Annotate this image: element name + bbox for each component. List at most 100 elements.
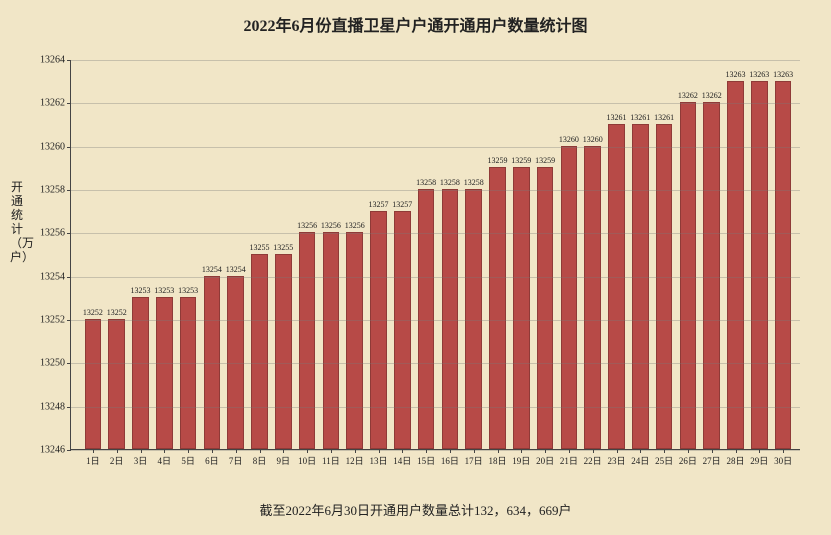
- x-tick-mark: [474, 449, 475, 453]
- bar: 13255: [251, 254, 268, 449]
- bar: 13256: [346, 232, 363, 449]
- bar: 13260: [584, 146, 601, 449]
- bar-value-label: 13256: [297, 221, 317, 230]
- bar-value-label: 13253: [154, 286, 174, 295]
- x-tick-label: 25日: [655, 454, 673, 467]
- bar-rect: [775, 81, 792, 449]
- bar-value-label: 13260: [559, 135, 579, 144]
- x-tick-mark: [545, 449, 546, 453]
- x-tick-mark: [164, 449, 165, 453]
- x-tick-label: 29日: [750, 454, 768, 467]
- bar-value-label: 13253: [178, 286, 198, 295]
- y-tick-mark: [67, 407, 71, 408]
- x-tick-label: 10日: [298, 454, 316, 467]
- x-tick-label: 30日: [774, 454, 792, 467]
- x-tick-label: 11日: [322, 454, 340, 467]
- bar-value-label: 13261: [606, 113, 626, 122]
- y-tick-label: 13252: [40, 315, 65, 326]
- x-tick-mark: [521, 449, 522, 453]
- bar-rect: [370, 211, 387, 449]
- x-tick-label: 8日: [253, 454, 267, 467]
- bar: 13258: [442, 189, 459, 449]
- x-tick-mark: [307, 449, 308, 453]
- x-tick-mark: [426, 449, 427, 453]
- bar-rect: [751, 81, 768, 449]
- grid-line: [71, 233, 800, 234]
- chart-footer: 截至2022年6月30日开通用户数量总计132，634，669户: [0, 500, 831, 519]
- y-tick-mark: [67, 103, 71, 104]
- bar: 13261: [656, 124, 673, 449]
- bar-rect: [418, 189, 435, 449]
- y-tick-label: 13248: [40, 401, 65, 412]
- x-tick-mark: [640, 449, 641, 453]
- bar-rect: [727, 81, 744, 449]
- bar: 13254: [204, 276, 221, 449]
- bar-value-label: 13263: [749, 70, 769, 79]
- y-tick-label: 13260: [40, 141, 65, 152]
- x-tick-label: 5日: [181, 454, 195, 467]
- bar-rect: [227, 276, 244, 449]
- bar-value-label: 13260: [583, 135, 603, 144]
- x-tick-label: 3日: [134, 454, 148, 467]
- bar-value-label: 13254: [226, 265, 246, 274]
- bar-rect: [251, 254, 268, 449]
- x-tick-label: 6日: [205, 454, 219, 467]
- bar: 13256: [299, 232, 316, 449]
- x-tick-mark: [212, 449, 213, 453]
- y-tick-label: 13250: [40, 358, 65, 369]
- x-tick-mark: [593, 449, 594, 453]
- bar: 13260: [561, 146, 578, 449]
- bar-value-label: 13259: [511, 156, 531, 165]
- bar-rect: [561, 146, 578, 449]
- x-tick-mark: [355, 449, 356, 453]
- x-tick-label: 22日: [584, 454, 602, 467]
- bar: 13256: [323, 232, 340, 449]
- x-tick-mark: [141, 449, 142, 453]
- grid-line: [71, 320, 800, 321]
- bar-value-label: 13256: [321, 221, 341, 230]
- bar-rect: [442, 189, 459, 449]
- y-tick-mark: [67, 147, 71, 148]
- bar-rect: [204, 276, 221, 449]
- bar-rect: [299, 232, 316, 449]
- x-tick-mark: [402, 449, 403, 453]
- x-tick-mark: [260, 449, 261, 453]
- bar-rect: [108, 319, 125, 449]
- bar-rect: [85, 319, 102, 449]
- bar: 13261: [608, 124, 625, 449]
- y-tick-label: 13256: [40, 228, 65, 239]
- x-tick-label: 14日: [393, 454, 411, 467]
- bar-value-label: 13258: [464, 178, 484, 187]
- bar-rect: [584, 146, 601, 449]
- grid-line: [71, 277, 800, 278]
- bar-rect: [275, 254, 292, 449]
- x-tick-label: 16日: [441, 454, 459, 467]
- y-tick-mark: [67, 320, 71, 321]
- y-axis-label: 开通统计（万户）: [10, 180, 24, 264]
- x-tick-label: 27日: [703, 454, 721, 467]
- x-tick-mark: [759, 449, 760, 453]
- bar-value-label: 13252: [83, 308, 103, 317]
- x-tick-mark: [188, 449, 189, 453]
- y-tick-mark: [67, 60, 71, 61]
- grid-line: [71, 190, 800, 191]
- x-tick-mark: [664, 449, 665, 453]
- bar-rect: [394, 211, 411, 449]
- bar-value-label: 13263: [725, 70, 745, 79]
- bar: 13252: [85, 319, 102, 449]
- y-tick-label: 13246: [40, 445, 65, 456]
- x-tick-mark: [736, 449, 737, 453]
- x-tick-mark: [783, 449, 784, 453]
- x-tick-label: 12日: [346, 454, 364, 467]
- x-tick-label: 20日: [536, 454, 554, 467]
- x-tick-label: 1日: [86, 454, 100, 467]
- x-tick-label: 15日: [417, 454, 435, 467]
- x-tick-label: 28日: [726, 454, 744, 467]
- bar-value-label: 13255: [273, 243, 293, 252]
- bar-value-label: 13262: [678, 91, 698, 100]
- y-tick-mark: [67, 233, 71, 234]
- bar-value-label: 13261: [654, 113, 674, 122]
- bar-rect: [656, 124, 673, 449]
- bar-rect: [608, 124, 625, 449]
- bar-value-label: 13254: [202, 265, 222, 274]
